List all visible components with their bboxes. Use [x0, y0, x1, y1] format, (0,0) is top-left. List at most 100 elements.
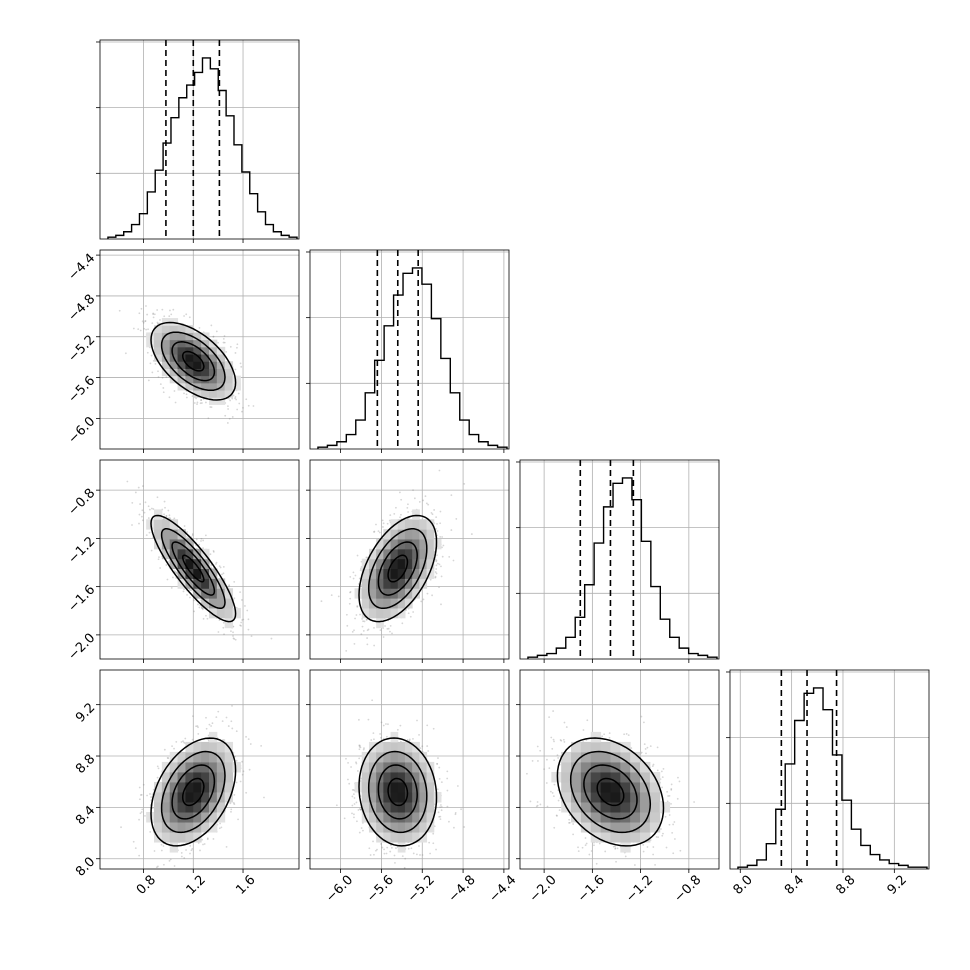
density-cell [201, 568, 210, 579]
scatter-point [141, 515, 143, 518]
density-cell [169, 346, 179, 355]
scatter-point [212, 549, 215, 552]
scatter-point [434, 575, 437, 578]
scatter-point [232, 631, 234, 634]
scatter-point [165, 514, 168, 517]
scatter-point [240, 625, 242, 627]
scatter-point [159, 383, 162, 386]
scatter-point [169, 517, 172, 520]
y-tick-label: 8.4 [73, 803, 98, 828]
scatter-point [180, 852, 183, 854]
density-cell [161, 519, 171, 530]
density-cell [177, 558, 186, 570]
scatter-point [441, 536, 443, 538]
scatter-point [185, 396, 188, 399]
density-cell [154, 822, 163, 833]
density-cell [193, 832, 202, 843]
scatter-point [217, 341, 220, 344]
scatter-point [434, 558, 437, 561]
scatter-point [435, 516, 438, 518]
histogram-1 [317, 267, 508, 449]
density-cell [232, 375, 241, 384]
scatter-point [359, 613, 361, 616]
scatter-point [173, 517, 176, 520]
scatter-point [162, 387, 165, 389]
panel-0-0 [96, 39, 300, 243]
scatter-point [412, 489, 414, 492]
scatter-point [204, 534, 207, 537]
density-cell [154, 509, 163, 520]
scatter-point [245, 398, 248, 401]
density-cell [177, 832, 186, 843]
scatter-point [147, 379, 150, 382]
scatter-point [241, 760, 244, 763]
density-cell [208, 598, 218, 609]
scatter-point [217, 710, 220, 713]
scatter-point [382, 636, 385, 638]
density-cell [201, 578, 210, 589]
scatter-point [173, 570, 176, 573]
density-cell [397, 588, 406, 599]
scatter-point [229, 802, 232, 805]
scatter-point [202, 547, 204, 550]
scatter-point [169, 858, 172, 861]
scatter-point [393, 513, 396, 515]
scatter-point [205, 614, 207, 617]
scatter-point [234, 352, 237, 354]
scatter-point [142, 783, 145, 786]
scatter-point [180, 741, 183, 743]
scatter-point [215, 563, 217, 565]
scatter-point [138, 312, 141, 315]
scatter-point [197, 603, 199, 606]
density-cell [177, 761, 186, 773]
density-layer [118, 305, 255, 424]
scatter-point [138, 818, 140, 821]
scatter-point [134, 491, 137, 494]
scatter-point [435, 560, 438, 563]
scatter-point [144, 320, 147, 322]
scatter-point [166, 757, 169, 759]
scatter-point [156, 496, 159, 499]
scatter-point [193, 610, 195, 613]
scatter-point [426, 592, 429, 595]
scatter-point [219, 822, 222, 825]
density-layer [320, 469, 473, 652]
density-cell [383, 568, 392, 579]
scatter-point [211, 722, 214, 725]
scatter-point [148, 531, 151, 534]
scatter-point [235, 759, 238, 762]
scatter-point [367, 628, 370, 631]
scatter-point [239, 624, 242, 627]
density-cell [201, 771, 210, 783]
scatter-point [183, 525, 186, 527]
scatter-point [320, 600, 323, 603]
density-cell [361, 598, 370, 609]
density-cell [368, 568, 377, 579]
scatter-point [452, 559, 455, 562]
density-cell [390, 538, 399, 550]
scatter-point [230, 808, 233, 811]
density-cell [193, 390, 202, 398]
scatter-point [436, 530, 439, 532]
density-cell [397, 519, 406, 530]
scatter-point [162, 845, 165, 847]
density-cell [161, 332, 171, 341]
scatter-point [146, 351, 149, 354]
scatter-point [156, 765, 159, 768]
density-cell [177, 822, 186, 833]
scatter-point [223, 739, 226, 741]
scatter-point [182, 740, 184, 743]
scatter-point [231, 704, 233, 707]
scatter-point [161, 376, 164, 379]
scatter-point [434, 571, 437, 573]
panel-2-2 [516, 459, 720, 663]
scatter-point [360, 633, 363, 636]
scatter-point [386, 522, 389, 525]
density-cell [177, 361, 186, 369]
scatter-point [413, 497, 416, 500]
scatter-point [438, 563, 441, 566]
density-cell [185, 568, 194, 579]
scatter-point [227, 408, 229, 410]
density-cell [383, 529, 392, 540]
scatter-point [138, 854, 141, 857]
